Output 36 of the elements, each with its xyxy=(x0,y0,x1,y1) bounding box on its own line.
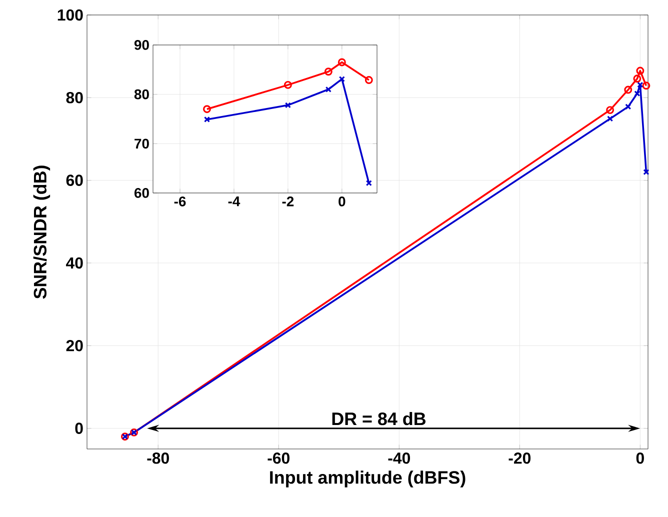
x-tick-label: -40 xyxy=(388,452,410,464)
point xyxy=(633,74,642,83)
x-tick-label: 0 xyxy=(338,196,346,206)
y-tick-label: 60 xyxy=(66,174,83,186)
point xyxy=(624,86,632,94)
x-tick-label: -20 xyxy=(508,452,531,464)
y-axis-title: SNR/SNDR (dB) xyxy=(33,166,50,299)
x-tick-label: -2 xyxy=(282,196,294,206)
y-tick-label: 0 xyxy=(75,422,83,434)
y-tick-label: 20 xyxy=(66,340,83,352)
point xyxy=(325,86,332,92)
point xyxy=(637,82,644,88)
x-tick-label: -60 xyxy=(268,452,290,464)
point xyxy=(324,68,332,76)
y-tick-label: 60 xyxy=(134,188,149,198)
point xyxy=(338,58,346,66)
y-tick-label: 100 xyxy=(58,9,83,21)
point xyxy=(625,104,632,110)
y-tick-label: 70 xyxy=(134,138,149,149)
y-tick-label: 80 xyxy=(66,92,83,104)
point xyxy=(284,80,292,89)
point xyxy=(634,90,640,97)
point xyxy=(284,102,291,108)
x-tick-label: -4 xyxy=(228,196,240,206)
x-tick-label: -80 xyxy=(147,452,169,464)
point xyxy=(338,76,345,82)
y-tick-label: 80 xyxy=(134,89,149,100)
y-tick-label: 40 xyxy=(66,257,83,269)
y-tick-label: 90 xyxy=(134,40,149,50)
annotation: DR = 84 dB xyxy=(332,412,426,426)
x-tick-label: 0 xyxy=(636,452,644,464)
x-tick-label: -6 xyxy=(174,196,186,206)
point xyxy=(607,116,614,122)
x-axis-title: Input amplitude (dBFS) xyxy=(270,470,466,488)
point xyxy=(606,106,614,114)
point xyxy=(636,66,644,75)
